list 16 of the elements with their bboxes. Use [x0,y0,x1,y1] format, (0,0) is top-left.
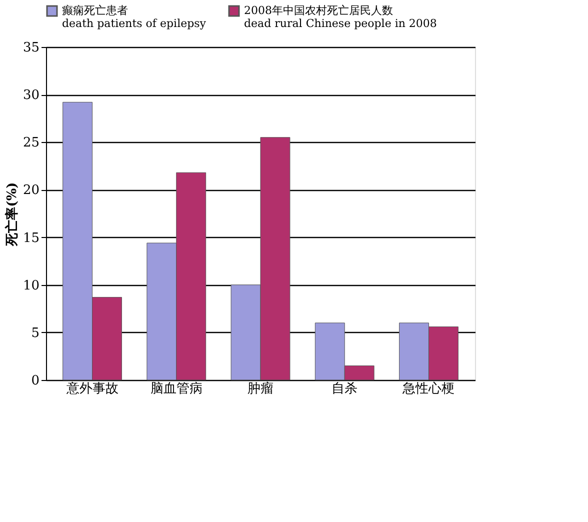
y-tick-label: 15 [22,230,40,246]
x-tick-label: 自杀 [332,382,358,396]
y-tick-label: 30 [22,88,40,104]
x-tick-label: 肿瘤 [248,380,274,396]
y-axis-title: 死亡率(%) [4,182,20,247]
y-tick-label: 20 [22,183,40,198]
y-tick-label: 25 [22,136,40,151]
legend-label: 2008年中国农村死亡居民人数 dead rural Chinese people in 2008 [244,4,437,30]
y-tick-label: 0 [31,374,40,388]
y-tick-label: 10 [22,278,40,294]
y-tick-label: 35 [22,40,40,56]
x-tick-label: 脑血管病 [150,382,202,396]
x-tick-label: 急性心梗 [402,380,455,396]
legend-label: 癫痫死亡患者 death patients of epilepsy [62,4,207,30]
x-tick-label: 意外事故 [65,382,118,396]
y-tick-label: 5 [31,326,40,341]
